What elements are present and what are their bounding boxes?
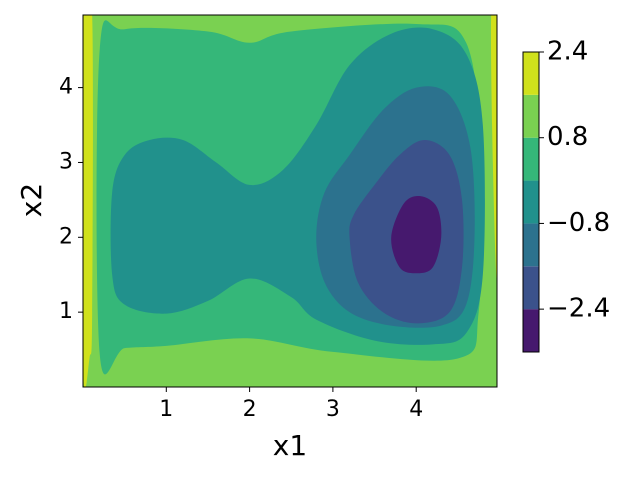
plot-frame (82, 14, 498, 388)
contour-region (490, 15, 497, 279)
contour-region (83, 15, 93, 387)
colorbar-tick-label: 2.4 (547, 37, 588, 67)
x-axis-label: x1 (273, 429, 307, 462)
colorbar-band (523, 52, 539, 95)
colorbar-tick-label: −0.8 (547, 208, 610, 238)
colorbar-frame (522, 51, 540, 353)
y-tick-label: 4 (59, 75, 73, 100)
y-tick-label: 3 (59, 149, 73, 174)
y-tick-label: 1 (59, 299, 73, 324)
y-tick-label: 2 (59, 224, 73, 249)
contour-region (391, 195, 442, 274)
colorbar-tick-label: −2.4 (547, 294, 610, 324)
x-tick-label: 2 (243, 397, 257, 422)
colorbar-band (523, 266, 539, 310)
y-axis-label: x2 (15, 183, 48, 217)
plot-area (83, 15, 497, 387)
colorbar-band (523, 223, 539, 267)
colorbar: 2.4 0.8 −0.8 −2.4 (522, 37, 610, 353)
colorbar-band (523, 180, 539, 224)
x-tick-label: 3 (326, 397, 340, 422)
colorbar-band (523, 137, 539, 181)
x-tick-label: 1 (159, 397, 173, 422)
x-tick-label: 4 (409, 397, 423, 422)
colorbar-band (523, 94, 539, 138)
colorbar-tick-label: 0.8 (547, 122, 588, 152)
colorbar-band (523, 309, 539, 352)
